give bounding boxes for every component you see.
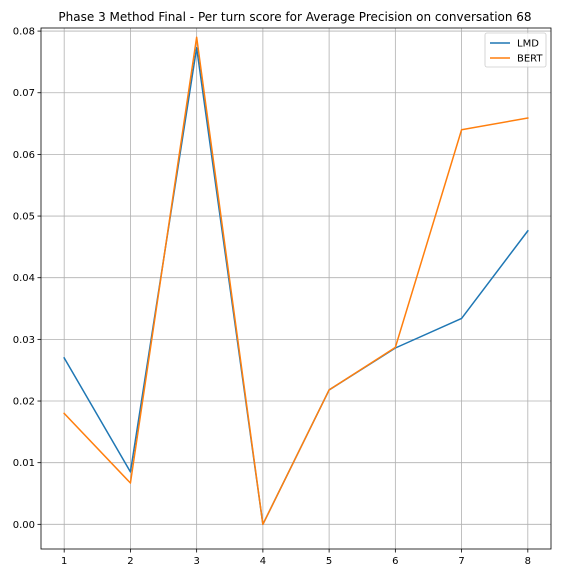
series-line-lmd: [63, 46, 529, 526]
y-tick-label: 0.04: [13, 273, 35, 284]
y-tick-label: 0.07: [13, 88, 35, 99]
x-tick-label: 2: [127, 556, 133, 567]
y-tick-label: 0.05: [13, 212, 35, 223]
y-tick-label: 0.02: [13, 397, 35, 408]
grid: [41, 28, 551, 549]
y-tick-label: 0.06: [13, 150, 35, 161]
axis-ticks: 1 2 3 4 5 6 7 8 0.00 0.01 0.02 0.03 0.04 0.05 0.06 0.07…: [13, 27, 531, 567]
y-tick-label: 0.08: [13, 27, 35, 38]
chart-title: Phase 3 Method Final - Per turn score fo…: [58, 10, 531, 24]
x-tick-label: 3: [193, 556, 199, 567]
y-tick-label: 0.00: [13, 520, 35, 531]
x-tick-label: 8: [525, 556, 531, 567]
series-lines: [63, 36, 529, 526]
y-tick-label: 0.01: [13, 458, 35, 469]
y-tick-label: 0.03: [13, 335, 35, 346]
series-line-bert: [63, 36, 529, 526]
x-tick-label: 5: [326, 556, 332, 567]
legend: LMD BERT: [484, 32, 547, 68]
x-tick-label: 4: [260, 556, 266, 567]
legend-label-bert: BERT: [517, 54, 543, 65]
x-tick-label: 6: [392, 556, 398, 567]
legend-label-lmd: LMD: [517, 39, 539, 50]
x-tick-label: 7: [458, 556, 464, 567]
plot-area: [40, 27, 552, 550]
x-tick-label: 1: [61, 556, 67, 567]
